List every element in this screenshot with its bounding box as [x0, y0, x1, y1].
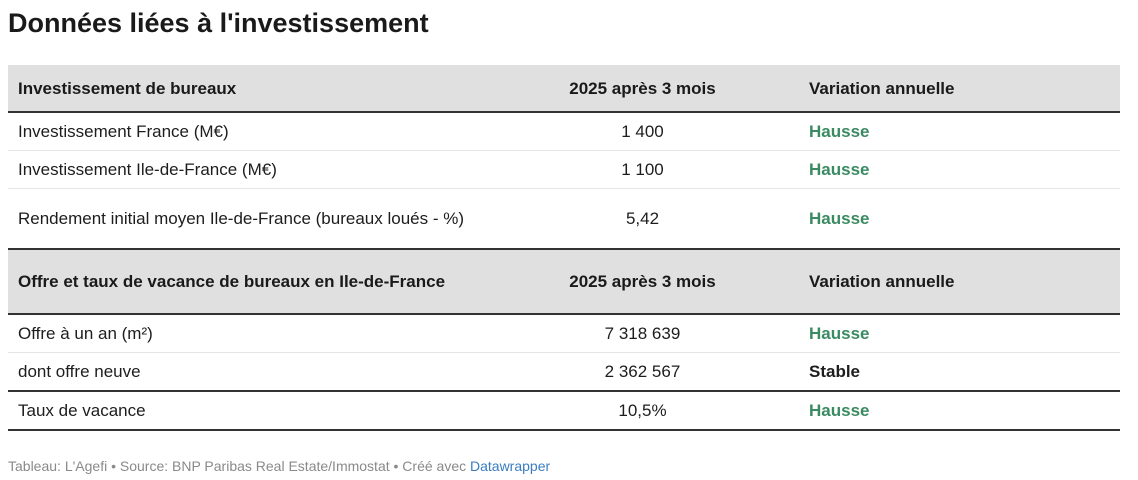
column-header-variation: Variation annuelle — [799, 65, 1120, 113]
row-value: 1 100 — [486, 150, 799, 189]
row-variation: Stable — [809, 361, 861, 381]
row-value: 5,42 — [625, 208, 660, 228]
table-row: dont offre neuve 2 362 567 Stable — [8, 353, 1120, 392]
row-variation: Hausse — [799, 112, 1120, 151]
column-header-period: 2025 après 3 mois — [486, 248, 799, 315]
section-title: Investissement de bureaux — [8, 65, 486, 113]
table-container: Données liées à l'investissement Investi… — [8, 0, 1120, 431]
row-value: 2 362 567 — [604, 361, 681, 381]
row-variation: Hausse — [799, 150, 1120, 189]
row-label: Rendement initial moyen Ile-de-France (b… — [18, 208, 464, 228]
row-label: dont offre neuve — [18, 361, 141, 381]
table-row: Rendement initial moyen Ile-de-France (b… — [8, 189, 1120, 250]
row-variation: Hausse — [809, 208, 870, 228]
table-row: Offre à un an (m²) 7 318 639 Hausse — [8, 314, 1120, 353]
row-variation: Hausse — [799, 390, 1120, 431]
row-value: 7 318 639 — [486, 314, 799, 353]
data-table: Investissement de bureaux 2025 après 3 m… — [8, 65, 1120, 431]
section-header-investment: Investissement de bureaux 2025 après 3 m… — [8, 65, 1120, 113]
datawrapper-link[interactable]: Datawrapper — [470, 458, 551, 474]
row-value: 1 400 — [486, 112, 799, 151]
table-row: Investissement France (M€) 1 400 Hausse — [8, 112, 1120, 151]
row-label: Investissement France (M€) — [8, 112, 486, 151]
row-label: Investissement Ile-de-France (M€) — [8, 150, 486, 189]
table-row: Taux de vacance 10,5% Hausse — [8, 390, 1120, 431]
section-title: Offre et taux de vacance de bureaux en I… — [8, 248, 486, 315]
row-variation: Hausse — [799, 314, 1120, 353]
footer-credits: Tableau: L'Agefi • Source: BNP Paribas R… — [8, 458, 470, 474]
section-header-supply: Offre et taux de vacance de bureaux en I… — [8, 248, 1120, 315]
column-header-period: 2025 après 3 mois — [486, 65, 799, 113]
source-footer: Tableau: L'Agefi • Source: BNP Paribas R… — [8, 457, 550, 475]
column-header-variation: Variation annuelle — [799, 248, 1120, 315]
row-value: 10,5% — [486, 390, 799, 431]
table-row: Investissement Ile-de-France (M€) 1 100 … — [8, 150, 1120, 189]
row-label: Taux de vacance — [8, 390, 486, 431]
page-title: Données liées à l'investissement — [8, 8, 429, 38]
row-label: Offre à un an (m²) — [8, 314, 486, 353]
